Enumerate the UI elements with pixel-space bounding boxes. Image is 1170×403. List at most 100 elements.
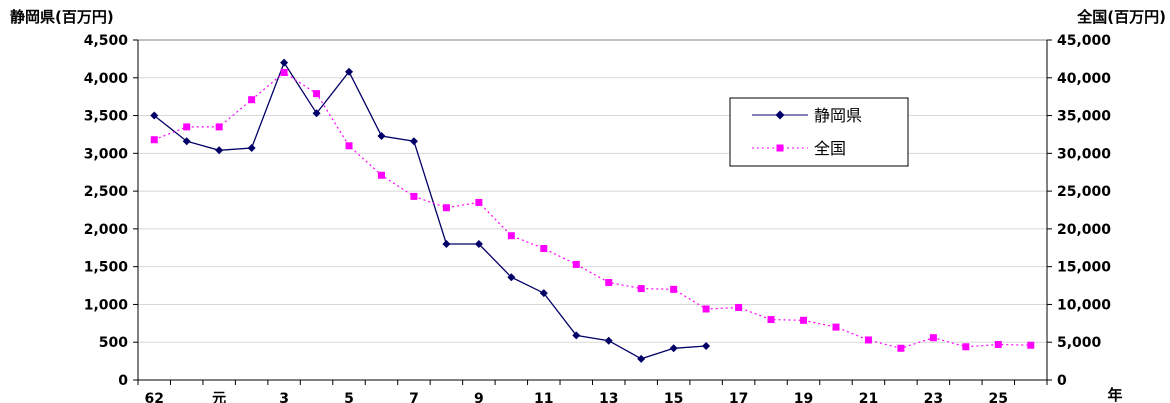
legend: 静岡県 全国 [729, 97, 909, 167]
data-point [572, 331, 581, 340]
data-point [702, 305, 710, 313]
data-point [312, 109, 321, 118]
data-point [409, 137, 418, 146]
x-tick-label: 62 [144, 391, 163, 403]
data-point [735, 303, 743, 311]
right-tick-label: 0 [1057, 373, 1067, 389]
data-point [410, 192, 418, 200]
left-tick-label: 1,000 [84, 297, 129, 313]
x-tick-label: 7 [409, 391, 419, 403]
data-point [150, 111, 159, 120]
legend-box [729, 97, 909, 167]
data-point [345, 67, 354, 76]
data-point [280, 68, 288, 76]
right-tick-label: 5,000 [1057, 335, 1102, 351]
data-point [280, 58, 289, 67]
legend-label-shizuoka: 静岡県 [814, 106, 862, 125]
right-tick-label: 15,000 [1057, 260, 1111, 276]
data-point [1027, 341, 1035, 349]
data-point [248, 96, 256, 104]
right-tick-label: 25,000 [1057, 184, 1111, 200]
x-tick-label: 19 [794, 391, 813, 403]
series-layer [150, 58, 1035, 363]
series-shizuoka [150, 58, 711, 363]
x-tick-label: 23 [924, 391, 943, 403]
legend-marker-shizuoka [775, 110, 785, 120]
data-point [832, 323, 840, 331]
legend-label-national: 全国 [814, 139, 846, 158]
data-point [377, 171, 385, 179]
data-point [929, 334, 937, 342]
data-point [150, 136, 158, 144]
x-tick-label: 元 [212, 391, 226, 403]
left-tick-label: 2,000 [84, 222, 129, 238]
data-point [572, 260, 580, 268]
data-point [313, 90, 321, 98]
data-point [670, 285, 678, 293]
series-line [153, 71, 1031, 349]
data-point [183, 123, 191, 131]
right-y-tick-labels: 0 5,000 10,000 15,000 20,000 25,000 30,000 35,0… [1057, 33, 1111, 389]
left-tick-label: 3,500 [84, 109, 129, 125]
data-point [540, 245, 548, 253]
data-point [994, 340, 1002, 348]
data-point [247, 144, 256, 153]
x-tick-labels: 62 元 3 5 7 9 11 13 15 17 19 21 23 25 [144, 391, 1008, 403]
data-point [637, 354, 646, 363]
data-point [897, 344, 905, 352]
left-axis-title: 静岡県(百万円) [10, 8, 114, 26]
x-tick-label: 21 [859, 391, 878, 403]
left-tick-label: 3,000 [84, 146, 129, 162]
data-point [800, 316, 808, 324]
data-point [507, 232, 515, 240]
x-tick-label: 5 [344, 391, 354, 403]
x-tick-label: 9 [474, 391, 484, 403]
data-point [377, 131, 386, 140]
series-national [150, 68, 1035, 352]
axes [133, 39, 1052, 385]
legend-marker-national [776, 144, 784, 152]
x-tick-label: 25 [989, 391, 1008, 403]
left-tick-label: 4,000 [84, 71, 129, 87]
data-point [605, 279, 613, 287]
data-point [864, 336, 872, 344]
x-tick-label: 15 [664, 391, 683, 403]
gridlines [138, 77, 1047, 343]
right-tick-label: 30,000 [1057, 146, 1111, 162]
data-point [604, 336, 613, 345]
left-tick-label: 0 [118, 373, 128, 389]
x-axis-title: 年 [1107, 386, 1122, 403]
data-point [507, 273, 516, 282]
x-tick-label: 17 [729, 391, 748, 403]
data-point [215, 146, 224, 155]
left-tick-label: 2,500 [84, 184, 129, 200]
data-point [215, 123, 223, 131]
series-line [153, 61, 707, 360]
data-point [767, 316, 775, 324]
x-tick-label: 3 [279, 391, 289, 403]
data-point [539, 289, 548, 298]
left-tick-label: 1,500 [84, 260, 129, 276]
data-point [702, 342, 711, 350]
left-tick-label: 4,500 [84, 33, 129, 49]
data-point [442, 204, 450, 212]
left-y-tick-labels: 0 500 1,000 1,500 2,000 2,500 3,000 3,500 4,000 4… [84, 33, 129, 389]
data-point [669, 344, 678, 353]
right-axis-title: 全国(百万円) [1076, 8, 1166, 26]
right-tick-label: 35,000 [1057, 109, 1111, 125]
data-point [182, 137, 191, 146]
data-point [442, 240, 451, 248]
data-point [962, 343, 970, 351]
right-tick-label: 20,000 [1057, 222, 1111, 238]
left-tick-label: 500 [99, 335, 128, 351]
right-tick-label: 45,000 [1057, 33, 1111, 49]
data-point [474, 240, 483, 248]
x-tick-label: 11 [534, 391, 553, 403]
plot-area [137, 39, 1048, 381]
data-point [475, 198, 483, 206]
right-tick-label: 10,000 [1057, 297, 1111, 313]
data-point [637, 285, 645, 293]
data-point [345, 142, 353, 150]
right-tick-label: 40,000 [1057, 71, 1111, 87]
